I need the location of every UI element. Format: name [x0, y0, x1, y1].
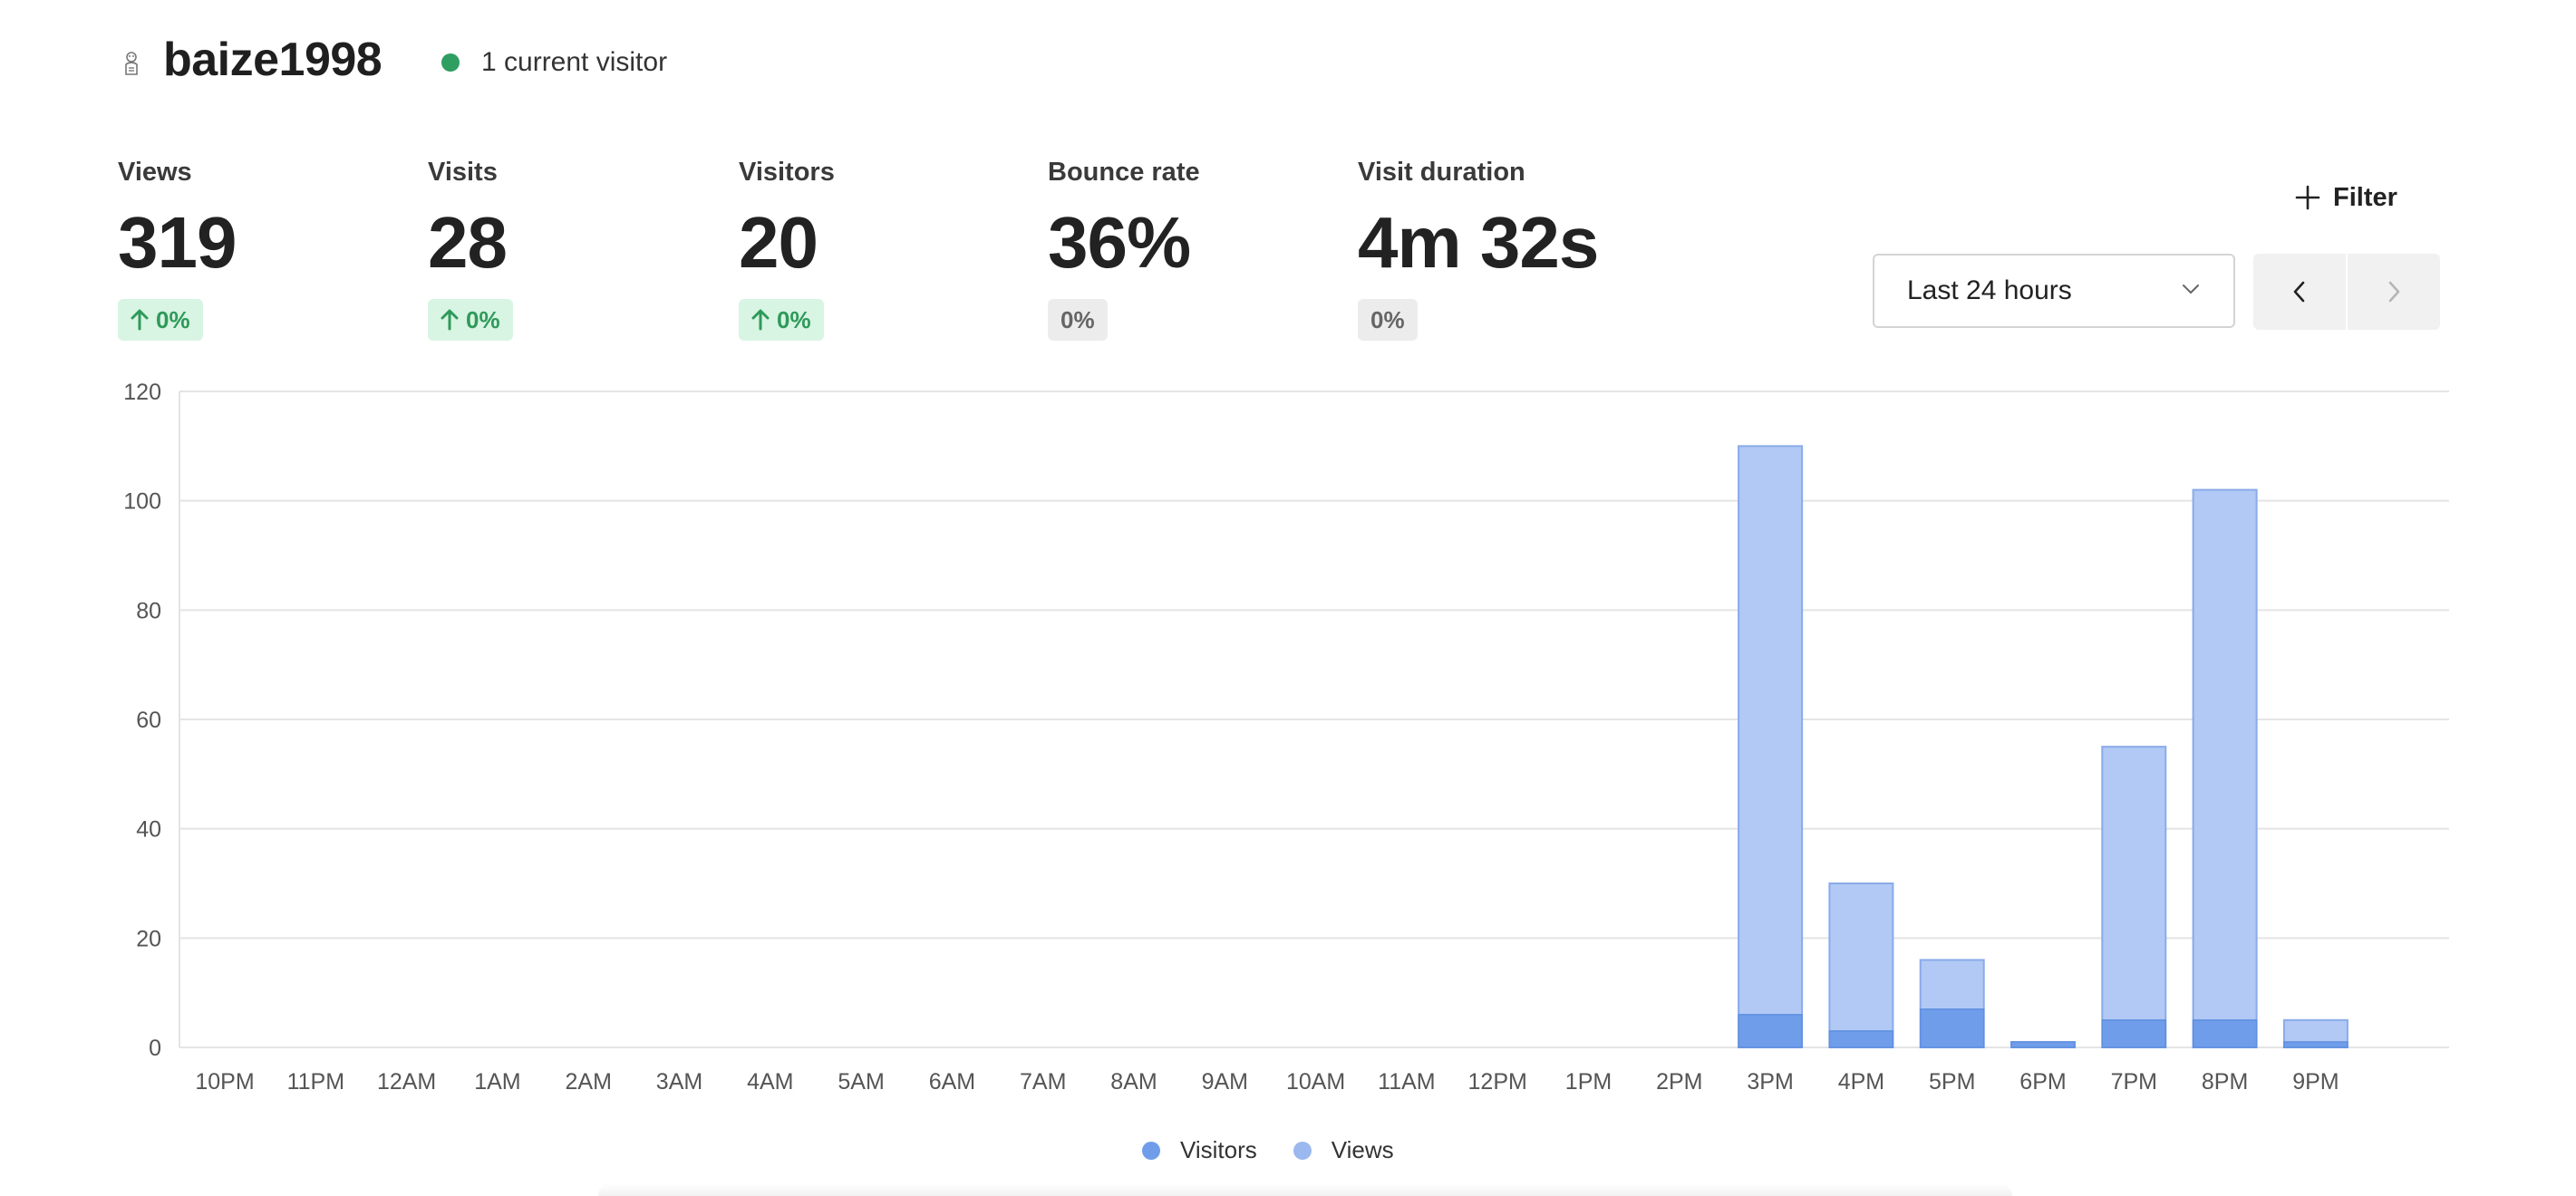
change-badge: 0% — [428, 299, 513, 341]
y-tick-label: 20 — [136, 926, 161, 951]
legend-swatch-visitors — [1142, 1141, 1160, 1160]
metric-label: Visits — [428, 158, 498, 187]
y-tick-label: 80 — [136, 598, 161, 623]
bar-views — [2192, 488, 2258, 1049]
metric-bounce-rate[interactable]: Bounce rate 36% 0% — [1048, 158, 1338, 341]
x-tick-label: 8AM — [1110, 1069, 1157, 1095]
x-tick-label: 3PM — [1747, 1069, 1793, 1095]
x-tick-label: 3AM — [656, 1069, 702, 1095]
metric-label: Visitors — [739, 158, 835, 187]
y-tick-label: 0 — [149, 1036, 161, 1061]
change-value: 0% — [1060, 305, 1095, 333]
bar-visitors — [1919, 1008, 1985, 1048]
filter-label: Filter — [2333, 182, 2397, 212]
metric-visit-duration[interactable]: Visit duration 4m 32s 0% — [1358, 158, 1648, 341]
x-tick-label: 11PM — [287, 1069, 344, 1095]
change-badge: 0% — [1358, 299, 1418, 341]
site-name[interactable]: baize1998 — [163, 34, 383, 86]
x-tick-label: 2AM — [565, 1069, 611, 1095]
arrow-up-icon — [751, 309, 770, 331]
live-status-dot — [441, 53, 460, 72]
legend-item-visitors[interactable]: Visitors — [1142, 1136, 1257, 1164]
x-tick-label: 10PM — [195, 1069, 254, 1095]
bar-views — [1828, 883, 1894, 1048]
next-period-button[interactable] — [2348, 254, 2440, 330]
previous-period-button[interactable] — [2253, 254, 2346, 330]
legend-label-views: Views — [1331, 1136, 1394, 1163]
change-badge: 0% — [739, 299, 824, 341]
metric-label: Views — [118, 158, 192, 187]
metric-views[interactable]: Views 319 0% — [118, 158, 408, 341]
x-tick-label: 8PM — [2202, 1069, 2248, 1095]
legend-label-visitors: Visitors — [1180, 1136, 1257, 1163]
legend-swatch-views — [1293, 1141, 1312, 1160]
x-tick-label: 7PM — [2111, 1069, 2157, 1095]
bar-views — [1738, 445, 1804, 1049]
panel-edge — [598, 1183, 2012, 1196]
legend-item-views[interactable]: Views — [1293, 1136, 1394, 1164]
bar-visitors — [1738, 1014, 1803, 1048]
traffic-chart: 0 20 40 60 80 100 120 10PM 11PM 12AM 1AM 2AM 3AM 4AM 5… — [123, 380, 2449, 1095]
date-range-label: Last 24 hours — [1907, 275, 2072, 305]
period-navigation — [2253, 254, 2440, 330]
metric-label: Bounce rate — [1048, 158, 1200, 187]
y-tick-label: 60 — [136, 708, 161, 733]
x-tick-label: 4PM — [1838, 1069, 1884, 1095]
x-tick-label: 5PM — [1929, 1069, 1975, 1095]
change-badge: 0% — [1048, 299, 1108, 341]
chevron-right-icon — [2388, 281, 2400, 303]
x-tick-label: 12AM — [377, 1069, 436, 1095]
bar-visitors — [1828, 1030, 1894, 1048]
metric-value: 319 — [118, 202, 237, 283]
metric-label: Visit duration — [1358, 158, 1525, 187]
metric-visits[interactable]: Visits 28 0% — [428, 158, 718, 341]
x-tick-label: 11AM — [1378, 1069, 1435, 1095]
x-tick-label: 9PM — [2292, 1069, 2339, 1095]
x-tick-label: 9AM — [1202, 1069, 1248, 1095]
y-tick-label: 120 — [123, 380, 161, 405]
metric-value: 20 — [739, 202, 818, 283]
x-tick-label: 7AM — [1020, 1069, 1066, 1095]
x-tick-label: 1AM — [474, 1069, 520, 1095]
change-value: 0% — [466, 305, 500, 333]
x-tick-label: 6AM — [929, 1069, 975, 1095]
x-tick-label: 5AM — [838, 1069, 884, 1095]
x-tick-label: 12PM — [1468, 1069, 1527, 1095]
date-range-select[interactable]: Last 24 hours — [1873, 254, 2235, 328]
bar-visitors — [2101, 1019, 2167, 1048]
x-tick-label: 4AM — [747, 1069, 793, 1095]
change-badge: 0% — [118, 299, 203, 341]
metric-value: 36% — [1048, 202, 1191, 283]
plus-icon — [2295, 185, 2320, 210]
x-tick-label: 10AM — [1286, 1069, 1345, 1095]
chart-legend: Visitors Views — [1142, 1136, 1430, 1164]
chevron-down-icon — [2183, 285, 2199, 294]
filter-button[interactable]: Filter — [2295, 179, 2397, 216]
y-tick-label: 100 — [123, 489, 161, 515]
metric-value: 28 — [428, 202, 508, 283]
change-value: 0% — [1370, 305, 1405, 333]
arrow-up-icon — [441, 309, 459, 331]
change-value: 0% — [777, 305, 811, 333]
bar-views — [2101, 746, 2167, 1048]
metric-visitors[interactable]: Visitors 20 0% — [739, 158, 1029, 341]
chevron-left-icon — [2293, 281, 2305, 303]
x-tick-label: 2PM — [1656, 1069, 1702, 1095]
metric-value: 4m 32s — [1358, 202, 1599, 283]
bar-visitors — [2010, 1041, 2076, 1048]
y-tick-label: 40 — [136, 817, 161, 843]
current-visitors[interactable]: 1 current visitor — [481, 47, 668, 77]
bar-visitors — [2192, 1019, 2258, 1048]
x-tick-label: 1PM — [1565, 1069, 1612, 1095]
x-tick-label: 6PM — [2019, 1069, 2066, 1095]
arrow-up-icon — [131, 309, 149, 331]
bar-visitors — [2283, 1041, 2348, 1048]
change-value: 0% — [156, 305, 190, 333]
site-favicon-icon — [125, 52, 138, 75]
